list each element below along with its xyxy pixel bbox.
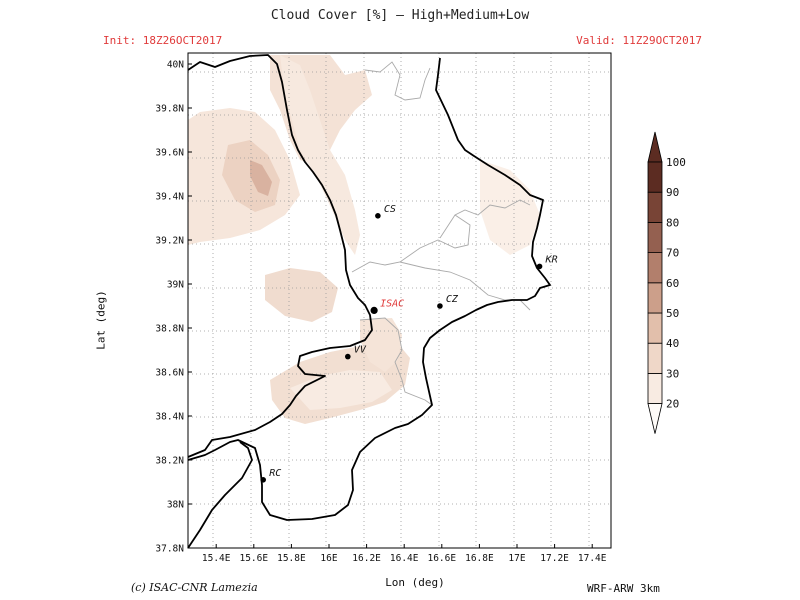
- city-label-isac: ISAC: [380, 298, 404, 309]
- y-tick-label: 39.6N: [155, 148, 184, 159]
- colorbar: 20 30 40 50 60 70 80 90 100: [647, 131, 686, 434]
- x-tick-label: 15.6E: [239, 553, 268, 564]
- colorbar-top-arrow: [647, 131, 663, 163]
- city-label-vv: VV: [354, 345, 367, 356]
- y-tick-label: 37.8N: [155, 544, 184, 555]
- y-axis: 40N 39.8N 39.6N 39.4N 39.2N 39N 38.8N 38.6N 38.4…: [155, 60, 192, 555]
- colorbar-segment: [647, 191, 663, 223]
- city-marker-isac: [370, 306, 378, 314]
- credit-text: (c) ISAC-CNR Lamezia: [131, 581, 258, 594]
- x-axis: 15.4E 15.6E 15.8E 16E 16.2E 16.4E 16.6E 16.8E 17…: [202, 544, 607, 564]
- map-frame: [187, 52, 612, 549]
- city-label-rc: RC: [269, 468, 281, 479]
- colorbar-segment: [647, 342, 663, 374]
- x-tick-label: 16.2E: [352, 553, 381, 564]
- y-tick-label: 39.8N: [155, 104, 184, 115]
- map-panel: CS KR ISAC CZ VV RC: [187, 52, 612, 549]
- x-tick-label: 16E: [320, 553, 337, 564]
- city-label-cs: CS: [384, 204, 396, 215]
- colorbar-label: 70: [666, 247, 679, 260]
- colorbar-label: 60: [666, 277, 679, 290]
- city-marker-vv: [345, 353, 351, 360]
- x-tick-label: 16.4E: [390, 553, 419, 564]
- city-marker-rc: [260, 477, 267, 483]
- chart-title: Cloud Cover [%] — High+Medium+Low: [270, 8, 530, 23]
- y-tick-label: 38.4N: [155, 412, 184, 423]
- colorbar-label: 90: [666, 186, 679, 199]
- colorbar-label: 80: [666, 216, 679, 229]
- colorbar-label: 50: [666, 307, 679, 320]
- colorbar-segment: [647, 161, 663, 193]
- y-tick-label: 38.8N: [155, 324, 184, 335]
- city-label-cz: CZ: [446, 294, 459, 305]
- colorbar-label: 100: [666, 156, 686, 169]
- city-marker-cz: [437, 303, 443, 309]
- y-tick-label: 38.6N: [155, 368, 184, 379]
- colorbar-segment: [647, 282, 663, 314]
- model-label: WRF-ARW 3km: [587, 582, 660, 595]
- cloud-region-lamezia-west: [265, 268, 338, 322]
- y-tick-label: 39.4N: [155, 192, 184, 203]
- coastline: [187, 54, 551, 549]
- colorbar-segment: [647, 221, 663, 253]
- cloud-region-east: [480, 160, 540, 255]
- cloud-region-northwest-peak: [250, 160, 272, 196]
- cloud-cover-field: [188, 55, 540, 424]
- x-tick-label: 17.2E: [540, 553, 569, 564]
- cloud-region-coast: [280, 55, 360, 255]
- init-time-label: Init: 18Z26OCT2017: [103, 34, 223, 47]
- colorbar-label: 30: [666, 367, 679, 380]
- x-tick-label: 17E: [508, 553, 525, 564]
- y-tick-label: 39N: [167, 280, 184, 291]
- colorbar-segment: [647, 312, 663, 344]
- colorbar-label: 40: [666, 337, 679, 350]
- y-axis-label: Lat (deg): [94, 290, 108, 350]
- x-tick-label: 16.8E: [465, 553, 494, 564]
- city-marker-kr: [536, 263, 543, 270]
- city-label-kr: KR: [545, 254, 558, 265]
- x-tick-label: 15.4E: [202, 553, 231, 564]
- colorbar-label: 20: [666, 398, 679, 411]
- x-axis-label: Lon (deg): [385, 576, 445, 589]
- coastline-ionian: [187, 57, 551, 521]
- y-tick-label: 38N: [167, 500, 184, 511]
- coastline-tyrrhenian: [187, 54, 373, 458]
- lon-grid: [212, 53, 590, 548]
- coastline-sicily: [187, 441, 253, 549]
- x-tick-label: 16.6E: [427, 553, 456, 564]
- colorbar-bottom-arrow: [647, 403, 663, 434]
- y-tick-label: 38.2N: [155, 456, 184, 467]
- city-marker-cs: [375, 213, 381, 219]
- colorbar-segment: [647, 252, 663, 284]
- y-tick-label: 40N: [167, 60, 184, 71]
- province-boundaries: [351, 61, 531, 406]
- colorbar-segment: [647, 372, 663, 404]
- y-tick-label: 39.2N: [155, 236, 184, 247]
- city-markers: CS KR ISAC CZ VV RC: [260, 204, 558, 483]
- x-tick-label: 15.8E: [277, 553, 306, 564]
- x-tick-label: 17.4E: [578, 553, 607, 564]
- valid-time-label: Valid: 11Z29OCT2017: [576, 34, 702, 47]
